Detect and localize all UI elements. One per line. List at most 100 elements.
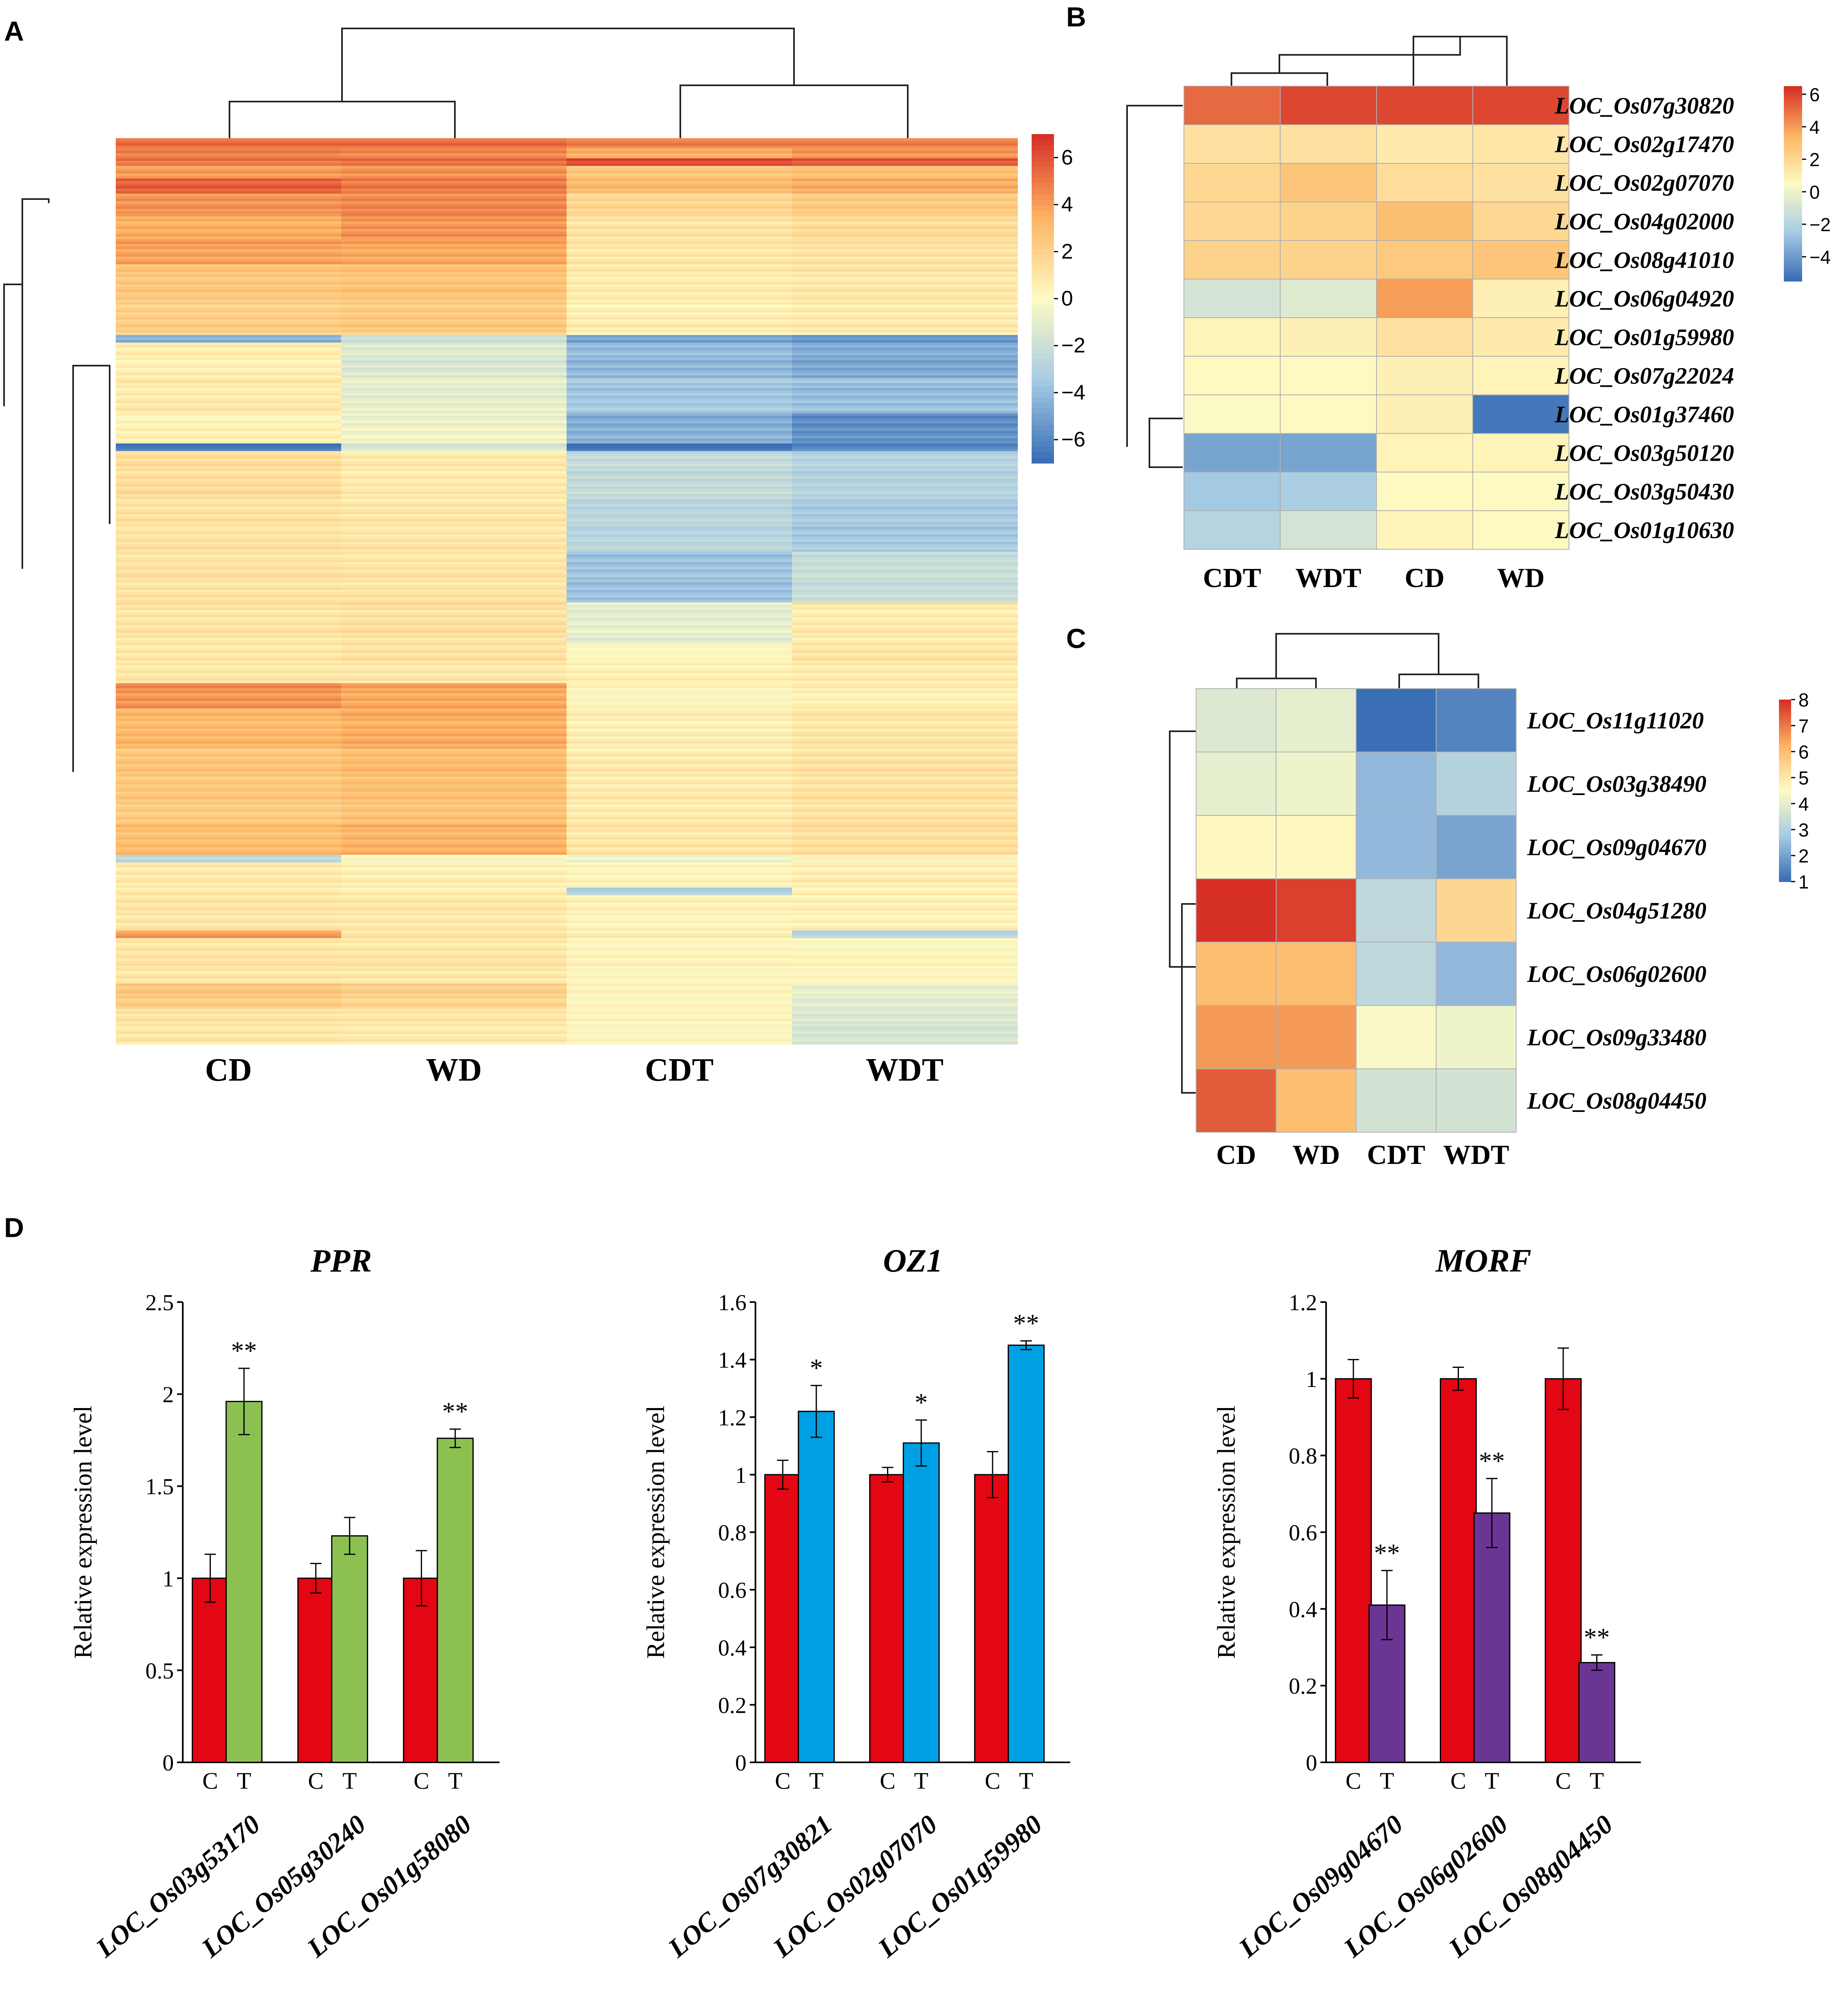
heatmap-a-cell bbox=[567, 993, 792, 997]
heatmap-a-cell bbox=[116, 325, 342, 328]
heatmap-a-cell bbox=[116, 201, 342, 204]
heatmap-a-cell bbox=[341, 484, 567, 487]
heatmap-a-cell bbox=[116, 224, 342, 227]
heatmap-a-cell bbox=[792, 698, 1018, 702]
heatmap-a-cell bbox=[792, 1029, 1018, 1032]
heatmap-a-cell bbox=[116, 302, 342, 305]
heatmap-c-colorbar-segment bbox=[1779, 821, 1791, 825]
heatmap-b-colorbar-segment bbox=[1784, 252, 1802, 256]
heatmap-a-cell bbox=[116, 549, 342, 553]
heatmap-a-cell bbox=[116, 809, 342, 813]
heatmap-a-cell bbox=[792, 158, 1018, 161]
heatmap-a-cell bbox=[341, 325, 567, 328]
heatmap-a-cell bbox=[792, 648, 1018, 651]
heatmap-a-cell bbox=[341, 262, 567, 265]
heatmap-a-cell bbox=[792, 587, 1018, 590]
heatmap-b-gene-label: LOC_Os02g07070 bbox=[1554, 170, 1734, 196]
heatmap-a-cell bbox=[567, 151, 792, 154]
heatmap-a-cell bbox=[341, 983, 567, 987]
heatmap-b-colorbar-segment bbox=[1784, 213, 1802, 217]
heatmap-a-cell bbox=[116, 375, 342, 379]
heatmap-a-cell bbox=[341, 216, 567, 219]
heatmap-a-cell bbox=[567, 895, 792, 898]
heatmap-c-colorbar-label: 5 bbox=[1798, 767, 1809, 789]
heatmap-a-cell bbox=[792, 787, 1018, 790]
heatmap-a-cell bbox=[116, 597, 342, 600]
heatmap-a-cell bbox=[116, 1034, 342, 1037]
heatmap-b-gene-label: LOC_Os01g10630 bbox=[1554, 517, 1734, 544]
heatmap-b-gene-label: LOC_Os03g50430 bbox=[1554, 479, 1734, 505]
heatmap-a-cell bbox=[792, 940, 1018, 944]
heatmap-a-cell bbox=[341, 486, 567, 490]
heatmap-a-cell bbox=[567, 491, 792, 494]
heatmap-a-cell bbox=[792, 378, 1018, 381]
heatmap-a-cell bbox=[567, 628, 792, 631]
heatmap-a-cell bbox=[567, 832, 792, 835]
heatmap-a-cell bbox=[567, 693, 792, 696]
heatmap-a-cell bbox=[567, 373, 792, 376]
bar-sample-label: C bbox=[1555, 1768, 1571, 1794]
heatmap-a-cell bbox=[792, 754, 1018, 757]
heatmap-a-cell bbox=[792, 842, 1018, 845]
heatmap-a-cell bbox=[567, 855, 792, 858]
heatmap-a-cell bbox=[792, 241, 1018, 245]
heatmap-a-cell bbox=[116, 244, 342, 247]
heatmap-a-cell bbox=[116, 234, 342, 237]
heatmap-a-cell bbox=[116, 418, 342, 421]
heatmap-b-colorbar-segment bbox=[1784, 187, 1802, 191]
heatmap-a-cell bbox=[792, 774, 1018, 777]
heatmap-a-cell bbox=[116, 297, 342, 300]
heatmap-a-cell bbox=[792, 325, 1018, 328]
chart-title: PPR bbox=[310, 1243, 372, 1279]
bar-sample-label: C bbox=[308, 1768, 324, 1794]
heatmap-b-cell bbox=[1472, 510, 1569, 550]
heatmap-a-cell bbox=[341, 976, 567, 979]
heatmap-a-cell bbox=[116, 183, 342, 187]
heatmap-a-cell bbox=[792, 327, 1018, 331]
heatmap-a-cell bbox=[341, 817, 567, 820]
heatmap-a-cell bbox=[567, 143, 792, 146]
heatmap-a-cell bbox=[792, 827, 1018, 830]
heatmap-b-colorbar-segment bbox=[1784, 145, 1802, 148]
y-tick-label: 0.8 bbox=[1289, 1444, 1317, 1469]
heatmap-a-cell bbox=[116, 307, 342, 310]
heatmap-a-cell bbox=[567, 360, 792, 363]
heatmap-a-cell bbox=[116, 741, 342, 744]
y-tick-label: 0 bbox=[735, 1751, 747, 1776]
heatmap-a-cell bbox=[792, 413, 1018, 416]
heatmap-a-cell bbox=[792, 562, 1018, 565]
heatmap-a-cell bbox=[567, 549, 792, 553]
heatmap-a-cell bbox=[567, 537, 792, 540]
heatmap-a-cell bbox=[116, 807, 342, 810]
heatmap-a-cell bbox=[116, 592, 342, 596]
heatmap-a-cell bbox=[792, 915, 1018, 919]
heatmap-a-cell bbox=[116, 449, 342, 452]
heatmap-a-cell bbox=[567, 562, 792, 565]
heatmap-a-cell bbox=[116, 423, 342, 427]
heatmap-a-cell bbox=[116, 547, 342, 550]
heatmap-a-cell bbox=[792, 673, 1018, 676]
heatmap-b-colorbar-segment bbox=[1784, 255, 1802, 259]
heatmap-c-cell bbox=[1276, 752, 1357, 816]
heatmap-a-colorbar-label: −4 bbox=[1061, 381, 1085, 404]
heatmap-a-cell bbox=[792, 151, 1018, 154]
heatmap-a-cell bbox=[567, 706, 792, 709]
heatmap-a-cell bbox=[116, 633, 342, 636]
heatmap-b-colorbar-segment bbox=[1784, 135, 1802, 139]
heatmap-a-cell bbox=[116, 650, 342, 654]
heatmap-a-cell bbox=[567, 193, 792, 197]
heatmap-a-cell bbox=[116, 345, 342, 348]
heatmap-a-cell bbox=[792, 534, 1018, 537]
heatmap-a-cell bbox=[567, 259, 792, 262]
heatmap-a-cell bbox=[341, 807, 567, 810]
heatmap-a-cell bbox=[341, 156, 567, 159]
heatmap-a-cell bbox=[341, 416, 567, 419]
heatmap-a-cell bbox=[792, 277, 1018, 280]
heatmap-a-cell bbox=[116, 181, 342, 184]
heatmap-a-cell bbox=[792, 918, 1018, 921]
heatmap-a-cell bbox=[341, 925, 567, 929]
heatmap-b-colorbar-segment bbox=[1784, 278, 1802, 282]
heatmap-a-cell bbox=[341, 731, 567, 734]
heatmap-a-cell bbox=[116, 620, 342, 623]
heatmap-a-cell bbox=[792, 428, 1018, 431]
